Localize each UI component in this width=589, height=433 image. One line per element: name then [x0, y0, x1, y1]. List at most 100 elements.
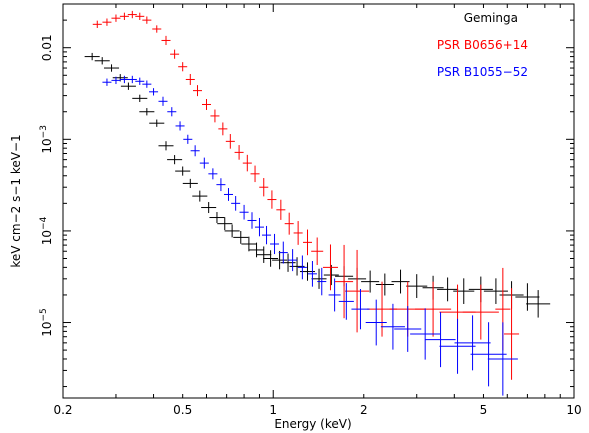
data-point [351, 288, 370, 330]
data-point [311, 237, 324, 265]
svg-text:10−5: 10−5 [39, 308, 54, 337]
data-point [231, 196, 241, 211]
data-point [259, 178, 269, 197]
data-point [380, 303, 405, 350]
data-point [328, 278, 341, 312]
data-point [175, 166, 191, 176]
y-axis-title: keV cm−2 s−1 keV−1 [9, 134, 23, 267]
y-tick-label: 10−5 [39, 308, 54, 337]
data-point [223, 188, 234, 201]
data-point [216, 178, 226, 192]
x-axis: 0.2 0.5 1 2 5 10 [53, 4, 582, 417]
data-point [119, 75, 129, 84]
data-point [453, 278, 475, 304]
data-point [526, 290, 551, 318]
data-point [239, 204, 249, 220]
data-point [84, 52, 100, 61]
series-layer [84, 10, 551, 396]
data-point [127, 10, 137, 19]
data-point [175, 121, 185, 131]
data-point [406, 274, 428, 298]
x-axis-title: Energy (keV) [274, 417, 351, 431]
data-point [391, 269, 410, 294]
data-point [152, 25, 162, 33]
data-point [102, 18, 112, 26]
data-point [462, 284, 499, 340]
data-point [102, 78, 112, 86]
data-point [167, 107, 177, 117]
data-point [127, 75, 137, 84]
data-point [217, 217, 233, 231]
data-point [218, 122, 228, 136]
data-point [170, 49, 180, 59]
data-point [149, 119, 165, 127]
data-point [158, 141, 174, 151]
data-point [297, 255, 307, 280]
data-point [345, 249, 370, 333]
data-point [209, 212, 225, 224]
data-point [111, 14, 121, 22]
data-point [149, 88, 159, 96]
data-point [158, 96, 168, 106]
data-point [142, 16, 152, 24]
data-point [272, 250, 288, 270]
series-1 [92, 10, 520, 380]
data-point [178, 62, 188, 72]
data-point [92, 20, 102, 28]
data-point [135, 12, 145, 21]
data-point [278, 241, 288, 264]
data-point [276, 199, 286, 220]
data-point [262, 225, 272, 245]
data-point [233, 230, 249, 244]
data-point [250, 165, 260, 183]
data-point [120, 82, 136, 90]
data-point [225, 134, 235, 149]
series-2 [102, 75, 518, 396]
data-point [190, 145, 200, 157]
data-point [311, 268, 327, 289]
data-point [210, 109, 220, 123]
x-tick-label: 0.2 [53, 403, 72, 417]
data-point [323, 264, 339, 286]
data-point [504, 288, 520, 380]
data-point [267, 190, 277, 209]
x-tick-label: 0.5 [173, 403, 192, 417]
data-point [192, 85, 203, 97]
data-point [183, 134, 193, 144]
data-point [302, 229, 313, 256]
data-point [322, 244, 338, 291]
svg-text:10−4: 10−4 [39, 216, 54, 245]
x-tick-label: 10 [566, 403, 581, 417]
data-point [94, 57, 110, 65]
data-point [242, 154, 252, 172]
data-point [425, 312, 456, 368]
y-tick-label: 0.01 [40, 34, 54, 61]
data-point [254, 217, 264, 237]
data-point [111, 76, 121, 85]
y-axis: 0.01 10−3 10−4 10−5 [39, 3, 574, 388]
series-0 [84, 52, 551, 318]
data-point [365, 299, 387, 346]
data-point [439, 318, 476, 374]
data-point [192, 190, 208, 202]
data-point [454, 315, 491, 371]
data-point [284, 212, 294, 235]
data-point [487, 322, 518, 396]
data-point [185, 73, 195, 85]
y-tick-label: 10−3 [39, 125, 54, 154]
legend-item: PSR B1055−52 [437, 65, 528, 79]
data-point [280, 253, 296, 272]
legend-item: Geminga [464, 11, 518, 25]
data-point [135, 77, 145, 85]
data-point [119, 12, 129, 21]
data-point [470, 322, 507, 387]
data-point [410, 308, 441, 360]
data-point [139, 108, 155, 116]
data-point [270, 233, 280, 255]
svg-text:0.01: 0.01 [40, 34, 54, 61]
data-point [199, 157, 209, 169]
data-point [132, 94, 148, 103]
legend: Geminga PSR B0656+14 PSR B1055−52 [437, 11, 528, 79]
data-point [201, 98, 212, 110]
